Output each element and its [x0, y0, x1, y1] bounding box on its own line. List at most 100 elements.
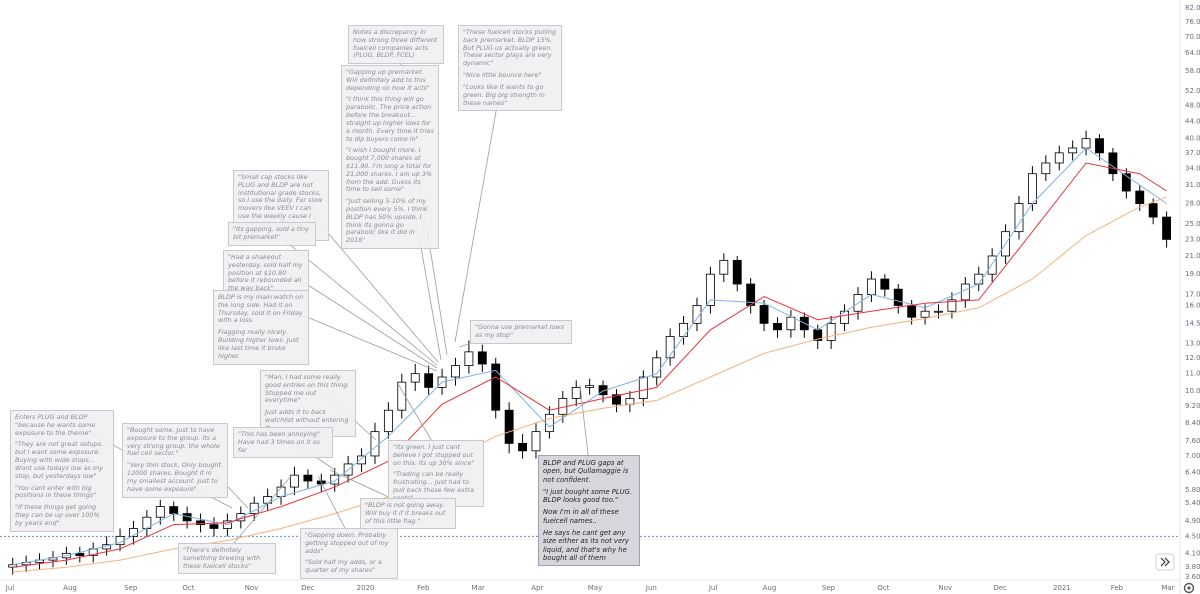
annotation-text: "Trading can be really frustrating... ju…	[393, 470, 474, 502]
annotation-text: "Had a shakeout yesterday, sold half my …	[228, 253, 303, 293]
annotation-box: "Its gapping, sold a tiny bit premarket"	[228, 222, 316, 246]
candle-body	[290, 474, 299, 488]
y-tick-label: 76.00	[1185, 18, 1200, 26]
y-tick-label: 82.00	[1185, 4, 1200, 12]
annotation-text: "They are not great setups, but I want s…	[15, 440, 103, 480]
y-tick-label: 21.00	[1185, 252, 1200, 260]
candle-body	[504, 409, 514, 444]
candle-body	[773, 322, 782, 331]
candle-body	[638, 376, 648, 399]
x-tick-label: Jul	[708, 584, 718, 592]
annotation-text: "If these things get going they can be u…	[15, 503, 100, 527]
scroll-button[interactable]	[1155, 553, 1175, 571]
candle-body	[960, 283, 970, 301]
candle-body	[209, 524, 219, 529]
candle-body	[1095, 138, 1104, 154]
candle-body	[665, 335, 675, 359]
x-tick-label: Aug	[63, 584, 77, 592]
candle-body	[880, 278, 890, 290]
y-tick-label: 10.00	[1185, 387, 1200, 395]
candle-body	[1027, 173, 1037, 204]
y-tick-label: 8.40	[1185, 419, 1200, 427]
annotation-box: BLDP and PLUG gaps at open, but Qullamag…	[538, 455, 640, 567]
candle-body	[1135, 190, 1145, 204]
candle-body	[759, 305, 769, 324]
leader-line	[397, 383, 437, 449]
annotation-box: "Man, I had some really good entries on …	[260, 370, 356, 437]
candle-body	[840, 310, 849, 324]
y-tick-label: 13.00	[1185, 339, 1200, 347]
candle-body	[451, 365, 460, 378]
y-tick-label: 17.00	[1185, 290, 1200, 298]
candle-body	[129, 528, 138, 537]
settings-icon[interactable]	[1183, 582, 1195, 594]
candle-body	[692, 305, 702, 324]
candle-body	[987, 255, 997, 275]
annotation-text: "I think this thing will go parabolic. T…	[346, 95, 434, 143]
annotation-text: "Sold half my adds, or a quarter of my s…	[305, 558, 382, 575]
y-tick-label: 34.00	[1185, 164, 1200, 172]
annotation-text: "Nice little bounce here"	[463, 71, 542, 80]
annotation-box: "BLDP is not going away. Will buy it if …	[360, 498, 456, 530]
candle-body	[155, 506, 165, 518]
candle-body	[357, 455, 366, 465]
x-tick-label: May	[588, 584, 602, 592]
y-tick-label: 44.00	[1185, 117, 1200, 125]
annotation-text: Now I'm in all of these fuelcell names..	[543, 508, 619, 525]
annotation-text: "Gapping up premarket. Will definitely a…	[346, 68, 430, 92]
candle-body	[786, 316, 796, 331]
candle-body	[585, 385, 595, 388]
annotation-box: Notes a discrepancy in how strong three …	[348, 25, 444, 65]
x-tick-label: Dec	[301, 584, 315, 592]
candle-body	[1041, 162, 1051, 175]
x-tick-label: Feb	[417, 584, 430, 592]
y-tick-label: 16.00	[1185, 301, 1200, 309]
leader-line	[226, 474, 293, 552]
candle-body	[303, 474, 313, 482]
y-tick-label: 5.80	[1185, 486, 1200, 494]
y-tick-label: 11.00	[1185, 370, 1200, 378]
x-tick-label: Sep	[124, 584, 138, 592]
candle-body	[370, 431, 380, 457]
candle-body	[1068, 147, 1078, 154]
y-tick-label: 58.00	[1185, 67, 1200, 75]
annotation-text: "Bought some. Just to have exposure to t…	[127, 426, 220, 458]
x-tick-label: 2021	[1053, 584, 1071, 592]
candle-body	[1054, 152, 1064, 164]
annotation-text: "Looks like it wants to go green. Big bi…	[463, 82, 545, 107]
annotation-box: Enters PLUG and BLDP "because he wants s…	[10, 410, 114, 532]
annotation-text: "Gapping down. Probably getting stopped …	[305, 531, 389, 555]
candle-body	[893, 288, 903, 306]
y-tick-label: 3.80	[1185, 563, 1200, 571]
candle-body	[947, 299, 957, 312]
annotation-box: "This has been annoying" Have had 3 time…	[233, 427, 333, 459]
x-tick-label: Nov	[938, 584, 952, 592]
candle-body	[1162, 216, 1172, 240]
y-tick-label: 7.00	[1185, 452, 1200, 460]
x-tick-label: Feb	[1111, 584, 1124, 592]
x-tick-label: Jun	[645, 584, 657, 592]
moving-average-line	[12, 162, 1167, 568]
y-tick-label: 64.00	[1185, 49, 1200, 57]
y-tick-label: 6.40	[1185, 468, 1200, 476]
annotation-text: Enters PLUG and BLDP "because he wants s…	[15, 413, 96, 437]
candle-body	[464, 351, 474, 366]
candle-body	[705, 273, 715, 306]
x-tick-label: Oct	[877, 584, 889, 592]
candle-body	[383, 409, 393, 433]
x-tick-label: Mar	[1161, 584, 1174, 592]
annotation-box: "Gapping down. Probably getting stopped …	[300, 528, 398, 580]
annotation-text: Flagging really nicely. Building higher …	[218, 328, 299, 360]
y-tick-label: 7.60	[1185, 437, 1200, 445]
y-tick-label: 19.00	[1185, 270, 1200, 278]
candle-body	[424, 373, 434, 388]
candle-body	[169, 506, 179, 514]
x-tick-label: Jul	[5, 584, 15, 592]
candle-body	[679, 322, 688, 337]
y-tick-label: 4.90	[1185, 517, 1200, 525]
y-tick-label: 14.50	[1185, 319, 1200, 327]
candle-body	[1148, 203, 1158, 218]
candle-body	[826, 322, 836, 341]
annotation-box: "Gonna use premarket lows as my stop"	[470, 320, 572, 344]
